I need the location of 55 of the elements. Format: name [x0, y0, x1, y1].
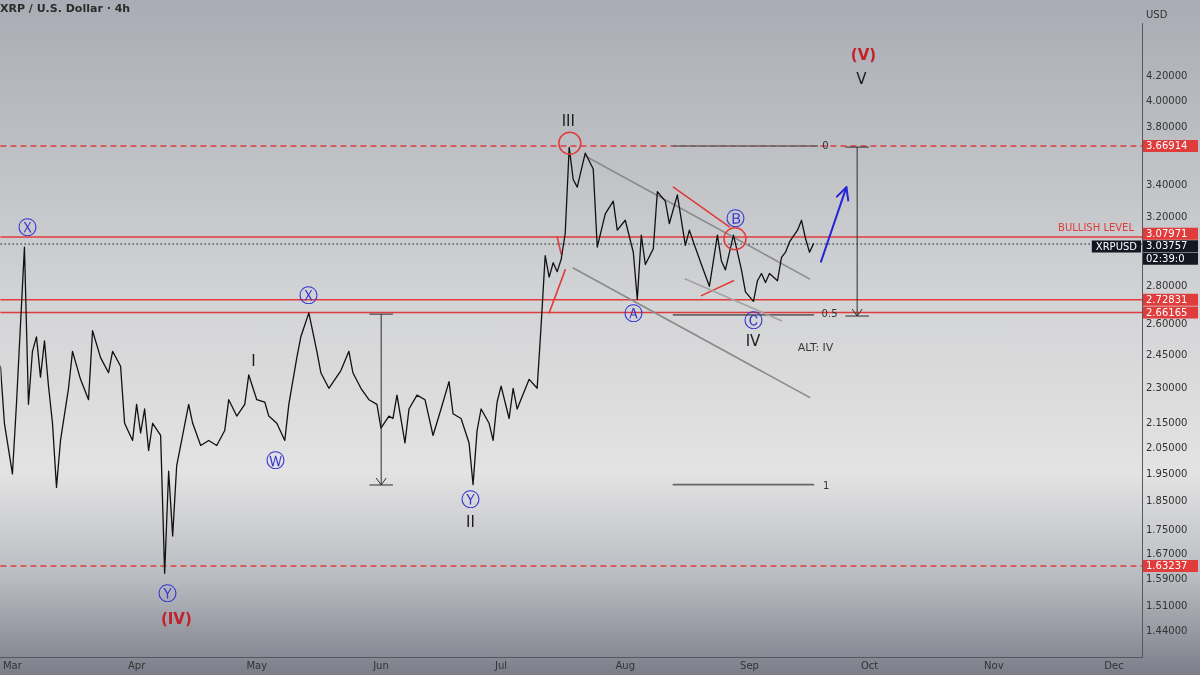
- ref-line-label: 3.07971: [1146, 227, 1188, 239]
- annotation: Ⓨ: [158, 581, 178, 604]
- annotation: III: [561, 112, 575, 131]
- x-tick-label: Apr: [127, 659, 147, 671]
- y-tick-label: 4.20000: [1146, 69, 1188, 81]
- y-tick-label: 2.45000: [1146, 349, 1188, 361]
- annotation: I: [251, 351, 256, 370]
- ref-line-label: 1.63237: [1146, 560, 1188, 572]
- x-tick-label: Sep: [740, 659, 759, 671]
- x-tick-label: Jun: [372, 659, 389, 671]
- annotation: Ⓨ: [461, 488, 481, 511]
- annotation: XRPUSD: [1095, 240, 1138, 252]
- y-tick-label: 4.00000: [1146, 94, 1188, 106]
- x-tick-label: Mar: [3, 659, 23, 671]
- annotation: IV: [745, 331, 762, 350]
- annotation: Ⓒ: [743, 308, 763, 331]
- annotation: II: [466, 513, 475, 532]
- y-tick-label: 3.20000: [1146, 210, 1188, 222]
- annotation: 0: [822, 139, 829, 151]
- x-tick-label: Oct: [860, 659, 879, 671]
- ref-line-label: 3.66914: [1146, 140, 1188, 152]
- x-tick-label: Jul: [494, 659, 508, 671]
- annotation: BULLISH LEVEL: [1058, 222, 1135, 234]
- y-tick-label: 1.44000: [1146, 624, 1188, 636]
- y-tick-label: 3.40000: [1146, 179, 1188, 191]
- y-tick-label: 2.80000: [1146, 279, 1188, 291]
- x-tick-label: May: [246, 659, 268, 671]
- y-tick-label: 2.15000: [1146, 416, 1188, 428]
- y-tick-label: 1.85000: [1146, 494, 1188, 506]
- chart-title: XRP / U.S. Dollar · 4h: [0, 2, 131, 16]
- x-tick-label: Nov: [984, 659, 1004, 671]
- x-tick-label: Aug: [615, 659, 636, 671]
- y-tick-label: 1.51000: [1146, 600, 1188, 612]
- annotation: (V): [850, 46, 877, 65]
- annotation: Ⓧ: [18, 216, 38, 239]
- annotation: Ⓑ: [725, 206, 745, 229]
- y-tick-label: 2.30000: [1146, 381, 1188, 393]
- y-tick-label: 2.60000: [1146, 318, 1188, 330]
- y-tick-label: 1.75000: [1146, 523, 1188, 535]
- annotation: 1: [823, 479, 830, 491]
- ref-line-label: 2.72831: [1146, 293, 1188, 305]
- y-tick-label: 1.67000: [1146, 547, 1188, 559]
- annotation: V: [856, 70, 868, 89]
- y-tick-label: 1.59000: [1146, 573, 1188, 585]
- annotation: (IV): [160, 609, 192, 628]
- x-tick-label: Dec: [1104, 659, 1124, 671]
- y-tick-label: 1.95000: [1146, 467, 1188, 479]
- annotation: Ⓦ: [265, 449, 285, 472]
- annotation: ALT: IV: [797, 340, 834, 354]
- y-tick-label: 3.80000: [1146, 121, 1188, 133]
- ref-line-label: 3.03757: [1146, 240, 1188, 252]
- text: 02:39:0: [1146, 252, 1185, 264]
- ref-line-label: 2.66165: [1146, 306, 1188, 318]
- y-tick-label: 2.05000: [1146, 441, 1188, 453]
- y-axis-title: USD: [1146, 8, 1168, 20]
